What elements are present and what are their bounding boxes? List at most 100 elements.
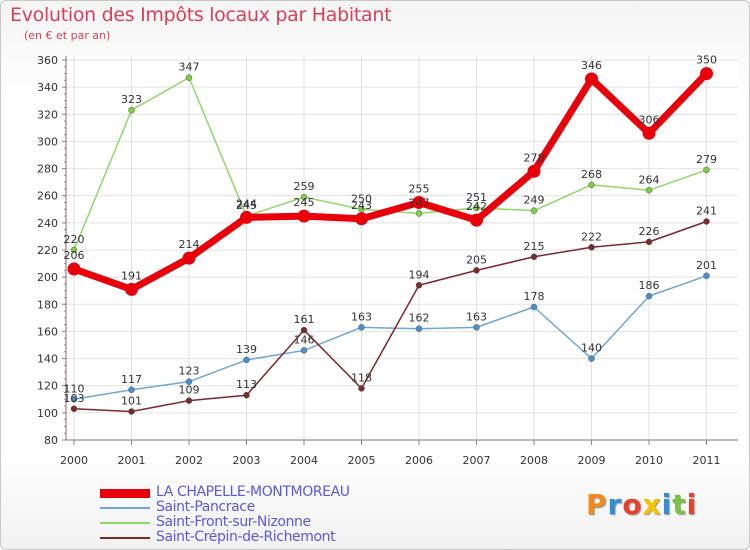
series-point-0 — [470, 213, 483, 227]
series-point-2 — [128, 106, 135, 114]
series-point-0 — [700, 67, 713, 81]
legend-item: Saint-Crépin-de-Richemont — [100, 529, 520, 546]
legend-swatch — [100, 488, 150, 498]
series-point-0 — [182, 251, 196, 265]
data-label-2: 347 — [179, 61, 200, 74]
series-point-2 — [645, 187, 653, 194]
data-label-3: 109 — [179, 384, 200, 397]
logo-letter: i — [661, 488, 673, 521]
series-point-2 — [703, 166, 710, 174]
series-line-3 — [73, 220, 708, 413]
series-point-0 — [297, 209, 311, 223]
y-tick-label: 120 — [37, 380, 58, 393]
data-label-1: 201 — [696, 259, 717, 272]
series-point-1 — [473, 324, 480, 331]
series-point-3 — [645, 238, 653, 246]
series-point-0 — [355, 212, 368, 226]
y-tick-label: 140 — [37, 353, 58, 366]
series-point-2 — [530, 207, 538, 214]
data-label-1: 117 — [121, 373, 142, 386]
legend-swatch — [100, 537, 150, 539]
data-label-3: 113 — [236, 378, 257, 391]
x-tick-label: 2002 — [175, 454, 203, 467]
data-label-3: 103 — [64, 392, 85, 405]
x-tick-label: 2006 — [405, 454, 433, 467]
data-label-3: 205 — [466, 253, 487, 266]
y-tick-label: 320 — [37, 108, 58, 121]
series-point-0 — [240, 210, 253, 224]
plot-area — [66, 56, 738, 440]
y-tick-label: 200 — [37, 271, 58, 284]
data-label-0: 255 — [409, 183, 430, 196]
series-point-2 — [415, 210, 423, 217]
logo-letter: i — [686, 488, 698, 521]
legend-item: Saint-Front-sur-Nizonne — [100, 514, 520, 531]
chart-legend: LA CHAPELLE-MONTMOREAU Saint-Pancrace Sain… — [100, 484, 520, 546]
data-label-0: 346 — [581, 59, 602, 72]
data-label-0: 244 — [236, 197, 257, 210]
series-line-0 — [70, 70, 710, 293]
x-tick-label: 2007 — [463, 454, 491, 467]
series-point-0 — [527, 164, 541, 178]
series-point-3 — [128, 408, 135, 415]
series-point-1 — [243, 356, 250, 364]
series-point-3 — [70, 405, 78, 413]
legend-item: Saint-Pancrace — [100, 499, 520, 516]
data-label-2: 264 — [639, 173, 660, 186]
data-label-2: 245 — [236, 199, 257, 212]
logo-letter: o — [622, 488, 643, 521]
data-label-1: 146 — [294, 333, 315, 346]
proxiti-logo: Proxiti — [586, 488, 697, 521]
y-tick-label: 160 — [37, 325, 58, 338]
x-tick-label: 2009 — [578, 454, 606, 467]
series-point-1 — [185, 378, 193, 385]
series-point-3 — [473, 267, 480, 274]
data-label-0: 306 — [639, 113, 660, 126]
y-tick-label: 280 — [37, 163, 58, 176]
series-point-3 — [185, 397, 193, 404]
x-tick-label: 2005 — [348, 454, 376, 467]
data-label-0: 245 — [294, 196, 315, 209]
legend-swatch — [100, 522, 150, 524]
y-tick-label: 300 — [37, 135, 58, 148]
y-tick-label: 100 — [37, 407, 58, 420]
data-label-2: 279 — [696, 153, 717, 166]
data-label-0: 214 — [179, 238, 200, 251]
data-label-1: 178 — [524, 290, 545, 303]
y-tick-label: 260 — [37, 190, 58, 203]
legend-label: Saint-Pancrace — [156, 499, 255, 515]
x-tick-label: 2010 — [635, 454, 663, 467]
series-line-1 — [73, 275, 708, 401]
data-label-1: 140 — [581, 342, 602, 355]
data-label-0: 206 — [64, 249, 85, 262]
series-point-3 — [588, 244, 595, 251]
data-label-2: 250 — [351, 192, 372, 205]
series-point-1 — [703, 272, 710, 280]
logo-letter: t — [672, 488, 687, 521]
data-label-1: 162 — [409, 312, 430, 325]
data-label-1: 163 — [466, 310, 487, 323]
series-point-1 — [645, 292, 653, 300]
series-point-1 — [300, 347, 308, 354]
series-point-3 — [703, 218, 710, 225]
data-label-1: 123 — [179, 365, 200, 378]
data-label-0: 191 — [121, 269, 142, 282]
series-point-1 — [588, 355, 595, 362]
data-label-2: 249 — [524, 194, 545, 207]
x-tick-label: 2000 — [60, 454, 88, 467]
series-point-1 — [128, 386, 135, 394]
series-point-3 — [358, 385, 365, 392]
chart-subtitle: (en € et par an) — [24, 29, 111, 42]
series-point-2 — [70, 246, 78, 254]
data-label-0: 242 — [466, 200, 487, 213]
y-tick-label: 80 — [44, 434, 58, 447]
data-label-0: 350 — [696, 54, 717, 67]
series-point-1 — [530, 303, 538, 311]
x-tick-label: 2003 — [233, 454, 261, 467]
series-point-2 — [588, 181, 595, 189]
series-point-2 — [473, 204, 480, 212]
data-label-0: 278 — [524, 151, 545, 164]
chart-title: Evolution des Impôts locaux par Habitant — [10, 4, 392, 26]
series-point-3 — [300, 326, 308, 334]
